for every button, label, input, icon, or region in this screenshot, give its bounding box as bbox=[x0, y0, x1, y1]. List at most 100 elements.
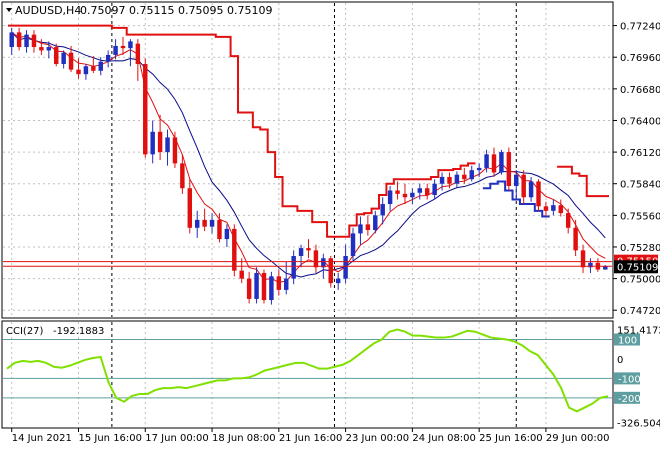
bear-candle bbox=[276, 276, 282, 290]
bull-candle bbox=[410, 192, 415, 198]
bear-candle bbox=[424, 188, 430, 196]
time-axis[interactable]: 14 Jun 2021 15 Jun 16:00 17 Jun 00:00 18 Ju… bbox=[11, 428, 610, 444]
cci-tick-label: -326.5048 bbox=[617, 418, 660, 429]
time-tick-label: 24 Jun 08:00 bbox=[412, 433, 476, 444]
price-tick-label: 0.76120 bbox=[620, 148, 660, 159]
bull-candle bbox=[165, 137, 170, 153]
bull-candle bbox=[9, 32, 14, 48]
price-axis[interactable]: 0.77240 0.76960 0.76680 0.76400 0.76120 0.758… bbox=[613, 22, 660, 318]
price-vertical-grid bbox=[11, 3, 547, 317]
bear-candle bbox=[54, 47, 59, 64]
bear-candle bbox=[365, 224, 371, 231]
cci-tick-label: -100 bbox=[618, 374, 641, 385]
bear-candle bbox=[543, 206, 549, 211]
bear-candle bbox=[313, 250, 319, 268]
bear-candle bbox=[143, 63, 148, 155]
bear-candle bbox=[402, 193, 408, 198]
triangle-down-icon[interactable] bbox=[6, 8, 12, 12]
bear-candle bbox=[16, 32, 22, 48]
bear-candle bbox=[239, 270, 244, 279]
bull-candle bbox=[113, 45, 118, 55]
price-tick-label: 0.76400 bbox=[620, 116, 660, 127]
bear-candle bbox=[202, 219, 207, 227]
time-tick-label: 21 Jun 16:00 bbox=[279, 433, 343, 444]
bull-candle bbox=[83, 66, 89, 75]
bull-candle bbox=[373, 215, 378, 231]
bull-candle bbox=[209, 219, 215, 227]
bull-candle bbox=[417, 188, 423, 193]
bull-candle bbox=[150, 131, 155, 155]
bull-candle bbox=[24, 34, 29, 48]
bear-candle bbox=[157, 131, 163, 153]
time-tick-label: 18 Jun 08:00 bbox=[212, 433, 276, 444]
price-tick-label: 0.74720 bbox=[620, 306, 660, 317]
stop-line-upper-recent bbox=[557, 165, 609, 198]
bull-candle bbox=[358, 224, 363, 234]
bull-candle bbox=[439, 176, 445, 184]
bull-candle bbox=[269, 276, 274, 301]
bear-candle bbox=[573, 227, 578, 251]
cci-level-tag bbox=[614, 372, 640, 385]
price-tick-label: 0.77240 bbox=[620, 22, 660, 33]
bear-candle bbox=[31, 34, 37, 48]
price-tick-label: 0.75000 bbox=[620, 275, 660, 286]
bull-candle bbox=[387, 190, 393, 205]
bull-candle bbox=[499, 152, 504, 173]
bull-candle bbox=[350, 233, 356, 257]
bear-candle bbox=[580, 250, 586, 268]
current-price-lines bbox=[3, 261, 612, 267]
price-tick-label: 0.76960 bbox=[620, 53, 660, 64]
time-tick-label: 29 Jun 00:00 bbox=[546, 433, 610, 444]
bear-candle bbox=[39, 47, 44, 51]
bear-candle bbox=[395, 190, 400, 194]
bull-candle bbox=[224, 228, 230, 240]
bull-candle bbox=[454, 174, 460, 184]
fast-ma-line bbox=[11, 31, 606, 283]
bear-candle bbox=[120, 45, 126, 49]
bear-candle bbox=[565, 213, 571, 228]
bull-candle bbox=[469, 170, 474, 180]
bull-candle bbox=[128, 41, 133, 49]
cci-tick-label: 151.4172 bbox=[617, 326, 660, 337]
bear-candle bbox=[68, 52, 74, 70]
bull-candle bbox=[98, 61, 103, 71]
price-tick-label: 0.76680 bbox=[620, 85, 660, 96]
bull-candle bbox=[61, 52, 66, 64]
cci-panel[interactable]: CCI(27) -192.1883 bbox=[1, 320, 614, 429]
bear-candle bbox=[328, 258, 333, 284]
bear-candle bbox=[558, 205, 563, 214]
bull-candle bbox=[484, 154, 489, 168]
price-tick-label: 0.75280 bbox=[620, 243, 660, 254]
current-price-label: 0.75109 bbox=[617, 262, 658, 273]
slow-ma-line bbox=[11, 32, 606, 278]
bear-candle bbox=[91, 66, 96, 71]
price-panel[interactable]: AUDUSD,H4 0.75097 0.75115 0.75095 0.7510… bbox=[1, 1, 614, 319]
bear-candle bbox=[306, 248, 311, 251]
bull-candle bbox=[284, 278, 289, 290]
bear-candle bbox=[135, 43, 141, 64]
bear-candle bbox=[261, 272, 267, 301]
bull-candle bbox=[551, 205, 556, 211]
bear-candle bbox=[491, 154, 497, 173]
bull-candle bbox=[432, 183, 437, 196]
bear-candle bbox=[447, 176, 452, 184]
bear-candle bbox=[521, 174, 526, 198]
stop-line-upper bbox=[8, 24, 476, 238]
cci-level-tag bbox=[614, 333, 640, 346]
bear-candle bbox=[217, 219, 222, 240]
price-panel-frame bbox=[1, 1, 614, 319]
cci-tick-label: -200 bbox=[618, 394, 641, 405]
bull-candle bbox=[588, 262, 593, 268]
symbol-label: AUDUSD,H4 bbox=[15, 4, 81, 17]
trailing-stop-lines bbox=[8, 24, 609, 238]
cci-level-tag bbox=[614, 391, 640, 404]
ohlc-values: 0.75097 0.75115 0.75095 0.75109 bbox=[80, 4, 272, 17]
cci-value: -192.1883 bbox=[53, 326, 104, 337]
bull-candle bbox=[528, 181, 534, 198]
time-tick-label: 17 Jun 00:00 bbox=[145, 433, 209, 444]
cci-panel-frame bbox=[1, 320, 614, 429]
bear-candle bbox=[232, 228, 237, 271]
